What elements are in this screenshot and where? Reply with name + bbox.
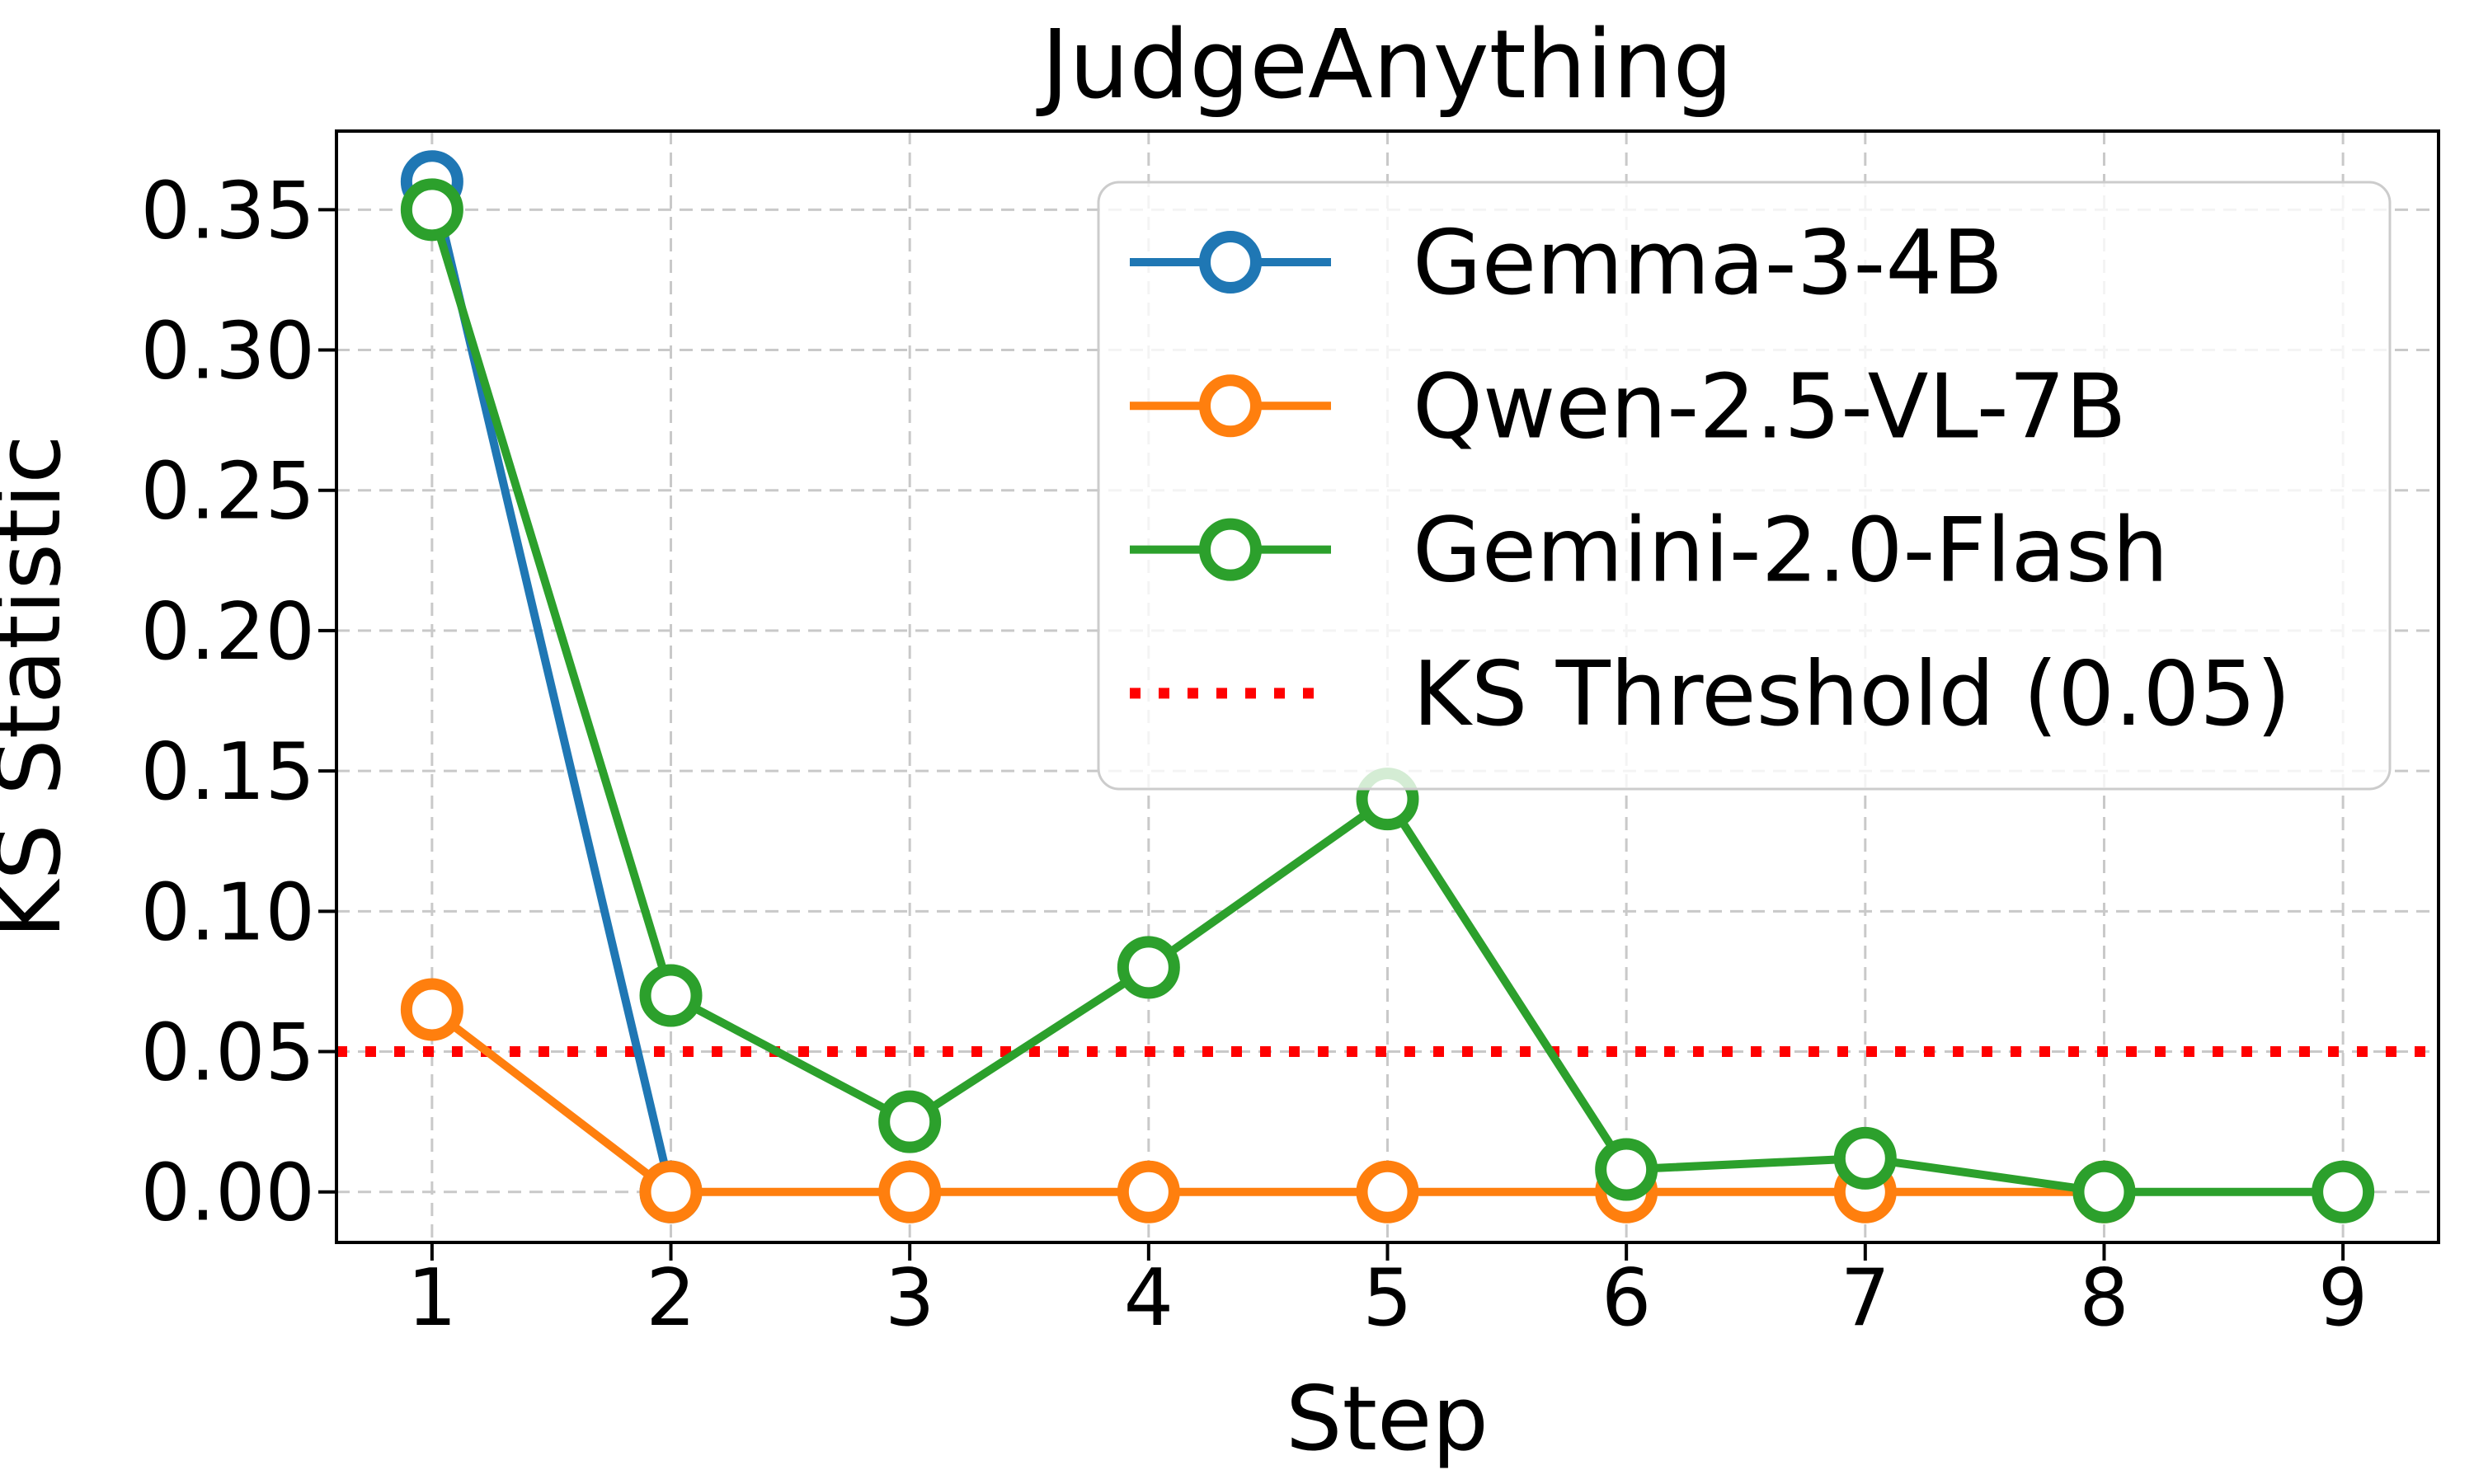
y-tick-label: 0.35	[140, 166, 315, 256]
series-marker-qwen-2-5-vl-7b	[639, 1160, 703, 1223]
series-marker-gemini-2-0-flash	[878, 1090, 942, 1153]
legend-entry: Gemini-2.0-Flash	[1130, 500, 2169, 603]
series-line-qwen-2-5-vl-7b	[429, 1006, 2105, 1196]
y-tick-label: 0.00	[140, 1148, 315, 1239]
legend-entry: Gemma-3-4B	[1130, 212, 2003, 315]
x-tick-label: 1	[407, 1253, 457, 1344]
series-marker-gemini-2-0-flash	[1595, 1138, 1658, 1201]
y-tick-label: 0.15	[140, 727, 315, 818]
tick-marks	[318, 208, 2345, 1261]
legend-label: Gemma-3-4B	[1413, 212, 2003, 315]
legend-frame	[1097, 181, 2392, 791]
legend: Gemma-3-4B Qwen-2.5-VL-7B Gemini-2.0-Flash…	[1097, 181, 2392, 791]
x-tick-label: 8	[2079, 1253, 2128, 1344]
tick-labels: 1 2 3 4 5 6 7 8 9 0.00 0.05 0.10 0.15 0.20 0.25 0.30 0.3…	[140, 166, 2368, 1344]
legend-entry: KS Threshold (0.05)	[1130, 643, 2291, 746]
series-layer	[400, 150, 2375, 1223]
y-tick-label: 0.10	[140, 867, 315, 958]
legend-sample-marker	[1199, 518, 1262, 581]
chart-title: JudgeAnything	[1037, 10, 1733, 120]
legend-sample-marker	[1199, 231, 1262, 294]
x-tick-label: 5	[1362, 1253, 1412, 1344]
series-marker-gemini-2-0-flash	[639, 964, 703, 1027]
x-tick-label: 2	[646, 1253, 695, 1344]
series-marker-gemini-2-0-flash	[1117, 936, 1180, 999]
legend-label: KS Threshold (0.05)	[1413, 643, 2291, 746]
legend-label: Qwen-2.5-VL-7B	[1413, 355, 2127, 458]
y-axis-label: KS Statistic	[0, 434, 81, 938]
y-tick-label: 0.30	[140, 307, 315, 397]
y-tick-label: 0.20	[140, 587, 315, 678]
series-marker-gemini-2-0-flash	[2072, 1160, 2136, 1223]
x-tick-label: 9	[2318, 1253, 2368, 1344]
y-tick-label: 0.05	[140, 1008, 315, 1099]
legend-label: Gemini-2.0-Flash	[1413, 500, 2169, 603]
series-marker-qwen-2-5-vl-7b	[878, 1160, 942, 1223]
x-tick-label: 3	[885, 1253, 934, 1344]
series-marker-gemini-2-0-flash	[400, 178, 463, 242]
series-marker-gemini-2-0-flash	[1833, 1126, 1897, 1190]
series-marker-qwen-2-5-vl-7b	[1356, 1160, 1419, 1223]
x-tick-label: 7	[1841, 1253, 1890, 1344]
series-marker-qwen-2-5-vl-7b	[400, 978, 463, 1041]
legend-sample-marker	[1199, 374, 1262, 438]
x-tick-label: 4	[1124, 1253, 1174, 1344]
legend-entry: Qwen-2.5-VL-7B	[1130, 355, 2127, 458]
x-axis-label: Step	[1286, 1368, 1489, 1471]
series-marker-qwen-2-5-vl-7b	[1117, 1160, 1180, 1223]
x-tick-label: 6	[1602, 1253, 1651, 1344]
series-marker-gemini-2-0-flash	[2312, 1160, 2375, 1223]
y-tick-label: 0.25	[140, 447, 315, 538]
